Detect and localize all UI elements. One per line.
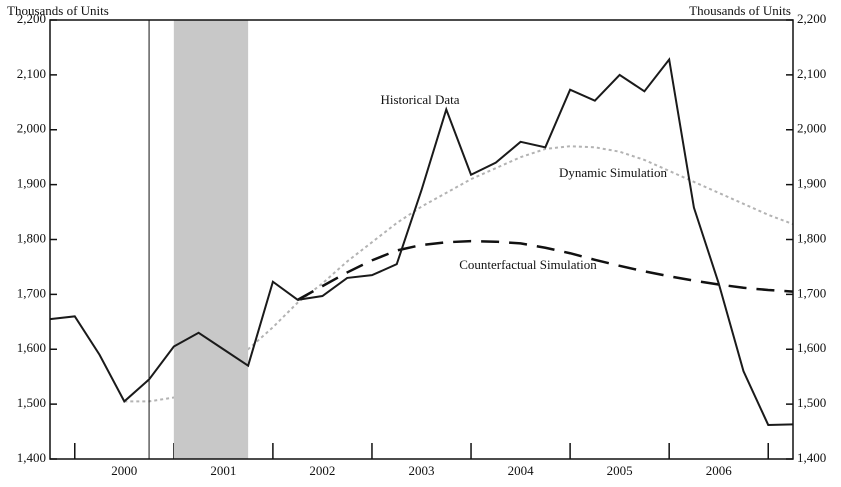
y-tick-label: 1,500 <box>17 395 46 410</box>
series-label: Historical Data <box>380 92 459 107</box>
x-tick-label: 2004 <box>508 463 535 478</box>
series-label: Counterfactual Simulation <box>459 257 597 272</box>
y-tick-label: 1,400 <box>17 450 46 465</box>
y-tick-label: 1,700 <box>17 285 46 300</box>
y2-tick-label: 1,700 <box>797 285 826 300</box>
y2-tick-label: 2,200 <box>797 11 826 26</box>
y2-axis-label: Thousands of Units <box>689 3 791 18</box>
y2-tick-label: 2,100 <box>797 66 826 81</box>
series-line <box>49 57 794 426</box>
plot-frame <box>49 19 794 460</box>
x-tick-label: 2006 <box>706 463 733 478</box>
series-label: Dynamic Simulation <box>559 165 667 180</box>
y2-tick-label: 1,800 <box>797 230 826 245</box>
x-tick-label: 2000 <box>111 463 137 478</box>
y-tick-label: 1,600 <box>17 340 46 355</box>
y2-tick-label: 1,400 <box>797 450 826 465</box>
y-tick-label: 1,800 <box>17 230 46 245</box>
y2-tick-label: 1,900 <box>797 176 826 191</box>
x-tick-label: 2003 <box>409 463 435 478</box>
y2-tick-label: 2,000 <box>797 121 826 136</box>
y2-tick-label: 1,600 <box>797 340 826 355</box>
shaded-span <box>173 20 249 459</box>
y-tick-label: 2,000 <box>17 121 46 136</box>
y-axis-label: Thousands of Units <box>7 3 109 18</box>
x-tick-label: 2001 <box>210 463 236 478</box>
y2-tick-label: 1,500 <box>797 395 826 410</box>
x-tick-label: 2002 <box>309 463 335 478</box>
x-tick-label: 2005 <box>607 463 633 478</box>
y-tick-label: 2,100 <box>17 66 46 81</box>
y-tick-label: 1,900 <box>17 176 46 191</box>
y-tick-label: 2,200 <box>17 11 46 26</box>
series-line <box>297 239 794 301</box>
